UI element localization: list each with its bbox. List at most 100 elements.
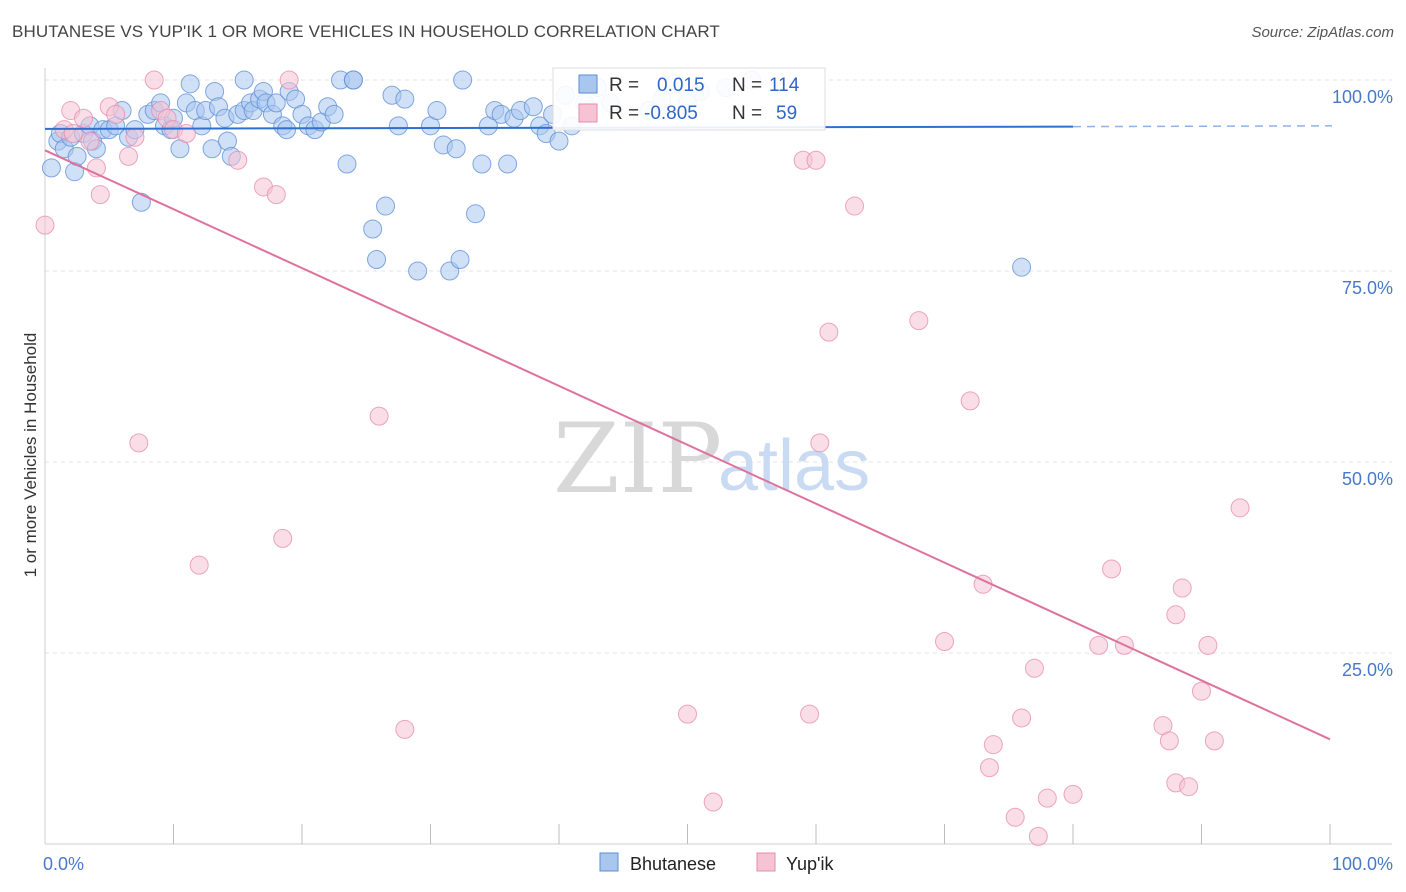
point-bhutanese-75	[472, 154, 492, 174]
watermark: ZIP atlas	[553, 403, 870, 515]
point-bhutanese-65	[395, 89, 415, 109]
axes	[44, 68, 1392, 845]
point-bhutanese-0	[41, 158, 61, 178]
legend-r-value-bhutanese: 0.015	[657, 75, 705, 96]
point-yupik-3	[63, 123, 83, 143]
point-bhutanese-26	[180, 74, 200, 94]
legend-frame	[552, 67, 826, 131]
legend-n-value-yupik: 59	[776, 103, 797, 124]
point-yupik-58	[678, 704, 697, 724]
point-yupik-56	[1230, 498, 1250, 518]
point-yupik-51	[1172, 578, 1192, 598]
y-tick-label-3: 25.0%	[1342, 660, 1393, 680]
point-yupik-44	[1089, 635, 1109, 655]
point-yupik-53	[1192, 681, 1211, 701]
watermark-zip: ZIP	[553, 403, 722, 515]
point-bhutanese-62	[376, 196, 396, 216]
point-yupik-38	[1005, 807, 1025, 827]
point-yupik-11	[125, 127, 145, 147]
point-bhutanese-72	[450, 250, 470, 270]
point-yupik-30	[819, 322, 839, 342]
point-yupik-17	[176, 123, 196, 143]
point-yupik-40	[1024, 658, 1044, 678]
legend-n-value-bhutanese: 114	[769, 75, 800, 96]
point-yupik-22	[273, 528, 293, 548]
point-bhutanese-74	[465, 204, 485, 224]
point-bhutanese-71	[446, 139, 466, 159]
point-bhutanese-64	[388, 116, 408, 136]
point-bhutanese-82	[523, 97, 543, 117]
point-yupik-19	[228, 150, 248, 170]
point-bhutanese-45	[266, 93, 286, 113]
point-yupik-37	[983, 735, 1003, 755]
y-tick-label-2: 50.0%	[1342, 469, 1393, 489]
trend-line-yupik	[44, 149, 1331, 741]
point-bhutanese-59	[343, 70, 363, 90]
point-yupik-48	[1159, 731, 1179, 751]
point-yupik-24	[369, 406, 389, 426]
point-bhutanese-68	[427, 101, 447, 121]
point-yupik-21	[266, 185, 286, 205]
point-yupik-31	[845, 196, 865, 216]
point-yupik-41	[1028, 826, 1048, 846]
bottom-legend-label-yupik: Yup'ik	[786, 854, 834, 874]
bottom-legend-swatch-yupik	[756, 852, 776, 872]
bottom-legend-label-bhutanese: Bhutanese	[630, 854, 716, 874]
point-yupik-49	[1166, 605, 1186, 625]
point-bhutanese-86	[549, 131, 569, 151]
legend-swatch-yupik	[578, 103, 598, 123]
legend-r-value-yupik: -0.805	[644, 103, 698, 124]
point-yupik-45	[1102, 559, 1122, 579]
y-axis-label: 1 or more Vehicles in Household	[21, 333, 40, 578]
legend-swatch-bhutanese	[578, 74, 598, 94]
point-yupik-18	[189, 555, 209, 575]
tick-labels: 100.0% 75.0% 50.0% 25.0% 0.0% 100.0%	[43, 87, 1393, 874]
legend-r-label-bhutanese: R =	[609, 75, 639, 96]
point-yupik-52	[1179, 777, 1199, 797]
point-yupik-33	[935, 632, 954, 652]
point-yupik-0	[35, 215, 55, 235]
point-yupik-9	[106, 104, 126, 124]
point-yupik-5	[80, 131, 100, 151]
point-bhutanese-73	[453, 70, 473, 90]
point-yupik-4	[74, 108, 94, 128]
point-yupik-28	[806, 150, 826, 170]
y-tick-label-0: 100.0%	[1332, 87, 1393, 107]
point-yupik-57	[703, 792, 723, 812]
point-yupik-26	[800, 704, 820, 724]
point-yupik-7	[90, 185, 110, 205]
point-yupik-32	[909, 311, 929, 331]
point-yupik-25	[395, 719, 415, 739]
point-bhutanese-38	[234, 70, 254, 90]
point-yupik-54	[1198, 635, 1218, 655]
point-bhutanese-99	[1012, 257, 1032, 277]
legend-n-label-bhutanese: N =	[732, 75, 762, 96]
point-yupik-55	[1204, 731, 1224, 751]
point-yupik-13	[144, 70, 164, 90]
legend-box: R = 0.015 N = 114 R = -0.805 N = 59	[552, 67, 826, 131]
point-yupik-36	[979, 758, 999, 778]
point-bhutanese-30	[202, 139, 222, 159]
point-yupik-42	[1037, 788, 1057, 808]
point-yupik-39	[1012, 708, 1032, 728]
point-yupik-23	[279, 70, 299, 90]
x-tick-label-1: 100.0%	[1332, 854, 1393, 874]
bottom-legend: Bhutanese Yup'ik	[599, 852, 834, 874]
point-bhutanese-79	[498, 154, 518, 174]
point-yupik-10	[119, 146, 139, 166]
point-bhutanese-55	[324, 104, 344, 124]
chart-source: Source: ZipAtlas.com	[1251, 24, 1394, 41]
y-tick-label-1: 75.0%	[1342, 278, 1393, 298]
x-tick-label-0: 0.0%	[43, 854, 84, 874]
point-bhutanese-66	[408, 261, 428, 281]
bottom-legend-swatch-bhutanese	[599, 852, 619, 872]
gridlines	[45, 79, 1392, 654]
point-bhutanese-47	[277, 120, 297, 140]
point-yupik-43	[1063, 784, 1083, 804]
point-bhutanese-60	[363, 219, 383, 239]
trend-line-bhutanese-extension	[1072, 125, 1333, 128]
point-bhutanese-61	[367, 250, 387, 270]
legend-r-label-yupik: R =	[609, 103, 639, 124]
point-yupik-12	[129, 433, 149, 453]
